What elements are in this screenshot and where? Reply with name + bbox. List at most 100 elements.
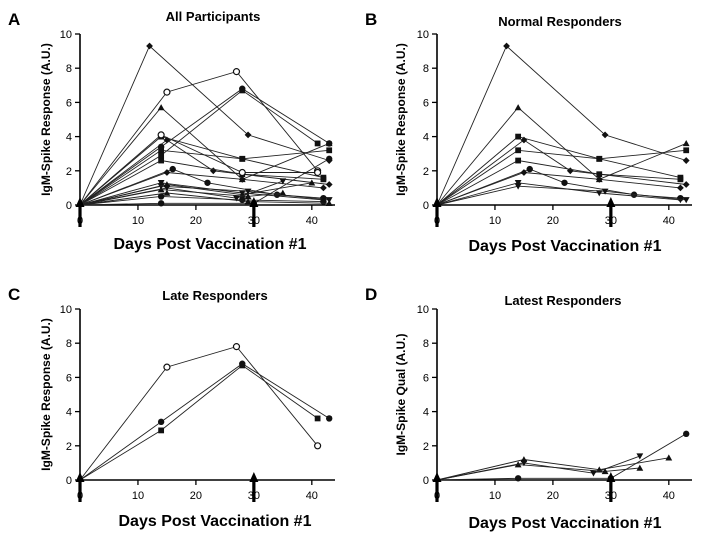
panel-a-data-point: [326, 155, 333, 163]
panel-c-y-tick-label: 4: [66, 407, 72, 419]
panel-a-series-line: [79, 134, 318, 206]
panel-a-data-point: [239, 155, 246, 162]
panel-b-series-line: [436, 160, 681, 206]
panel-a-series-line: [79, 160, 324, 206]
panel-a-data-point: [163, 189, 171, 196]
panel-b-y-tick-label: 10: [417, 29, 429, 41]
panel-c-series-2: [79, 360, 333, 481]
panel-b-data-point: [515, 157, 522, 164]
panel-a-series-line: [79, 180, 283, 206]
panel-b-series-8: [436, 169, 684, 206]
panel-c-vaccination-arrow-icon: [75, 472, 85, 502]
panel-d-series-line: [436, 433, 687, 481]
panel-a-data-point: [314, 168, 322, 177]
panel-d-data-point: [601, 468, 609, 475]
panel-a-series-line: [79, 139, 330, 206]
panel-a-data-point: [239, 87, 246, 94]
panel-a-data-point: [163, 88, 171, 96]
panel-a-data-point: [232, 68, 241, 76]
panel-b-data-point: [515, 133, 522, 140]
panel-d-data-point: [665, 454, 673, 461]
panel-a-series-line: [79, 71, 318, 206]
panel-d-y-tick-label: 0: [423, 475, 429, 487]
panel-a-data-point: [238, 168, 246, 177]
panel-c-data-point: [232, 343, 241, 351]
panel-c-vaccination-arrow-icon: [249, 472, 259, 502]
panel-d-y-tick-label: 10: [417, 304, 429, 316]
panel-b-data-point: [561, 179, 568, 186]
panel-b-vaccination-arrow-icon: [432, 197, 442, 227]
panel-a-data-point: [146, 42, 153, 50]
panel-a-series-6: [79, 157, 327, 206]
panel-b-series-line: [436, 106, 687, 206]
panel-a-data-point: [157, 200, 165, 207]
panel-a-series-line: [79, 45, 330, 206]
panel-d-x-tick-label: 20: [547, 490, 559, 502]
panel-b-series-line: [436, 45, 687, 206]
panel-b-series-line: [436, 149, 687, 206]
panel-a-series-18: [79, 131, 322, 206]
panel-c-x-tick-label: 10: [132, 490, 144, 502]
panel-a-y-tick-label: 6: [66, 97, 72, 109]
panel-a-data-point: [320, 184, 327, 192]
panel-c-x-tick-label: 40: [306, 490, 318, 502]
panel-c-data-point: [158, 427, 165, 434]
panel-d-data-point: [520, 460, 528, 467]
panel-a-data-point: [244, 188, 252, 195]
panel-a-series-11: [79, 68, 322, 206]
panel-a-y-axis-label: IgM-Spike Response (A.U.): [39, 43, 53, 196]
panel-c-data-point: [314, 442, 322, 450]
panel-b-y-tick-label: 0: [423, 200, 429, 212]
panel-a-data-point: [238, 175, 246, 183]
panel-a-series-line: [79, 182, 324, 206]
panel-d-y-axis-label: IgM-Spike Qual (A.U.): [394, 333, 408, 455]
panel-a-series-4: [79, 147, 333, 206]
panel-a-data-point: [244, 193, 252, 200]
panel-b-series-6: [436, 157, 684, 206]
panel-a-data-point: [314, 140, 321, 147]
panel-a-y-tick-label: 10: [60, 29, 72, 41]
panel-a-series-line: [79, 149, 330, 206]
panel-b-series-line: [436, 182, 681, 206]
panel-a-data-point: [158, 157, 165, 164]
panel-a-data-point: [239, 196, 246, 204]
panel-a-data-point: [163, 169, 171, 176]
panel-a-data-point: [244, 131, 252, 139]
panel-a-y-tick-label: 8: [66, 63, 72, 75]
panel-c-series-line: [79, 364, 318, 481]
panel-a-letter: A: [8, 10, 20, 29]
panel-a-data-point: [326, 147, 333, 154]
panel-a-data-point: [158, 152, 165, 159]
panel-b-x-tick-label: 20: [547, 215, 559, 227]
panel-b-data-point: [595, 175, 603, 183]
panel-d-series-4: [436, 453, 644, 481]
panel-d-y-tick-label: 8: [423, 338, 429, 350]
panel-a-series-7: [79, 165, 327, 206]
panel-a-series-line: [79, 89, 318, 206]
panel-b-y-axis-label: IgM-Spike Response (A.U.): [394, 43, 408, 196]
panel-a-series-17: [79, 178, 287, 206]
panel-c-y-tick-label: 2: [66, 441, 72, 453]
panel-d-x-axis-label: Days Post Vaccination #1: [469, 515, 662, 532]
panel-b-title: Normal Responders: [498, 14, 622, 29]
panel-b-data-point: [601, 188, 609, 195]
panel-b-x-axis-label: Days Post Vaccination #1: [469, 238, 662, 255]
panel-a-series-20: [79, 189, 333, 207]
panel-a-series-16: [79, 155, 333, 207]
panel-a-series-line: [79, 88, 330, 206]
panel-d-x-tick-label: 10: [489, 490, 501, 502]
panel-d-data-point: [636, 464, 644, 471]
panel-a-data-point: [204, 179, 211, 186]
panel-b-data-point: [677, 176, 684, 183]
panel-a-data-point: [209, 167, 217, 175]
panel-b-series-5: [436, 136, 690, 206]
panel-b-data-point: [514, 183, 522, 190]
panel-c-series-1: [79, 343, 322, 481]
panel-c-y-tick-label: 6: [66, 372, 72, 384]
panel-c-x-axis-label: Days Post Vaccination #1: [119, 513, 312, 530]
panel-a-data-point: [157, 143, 165, 151]
panel-a-data-point: [326, 140, 333, 147]
